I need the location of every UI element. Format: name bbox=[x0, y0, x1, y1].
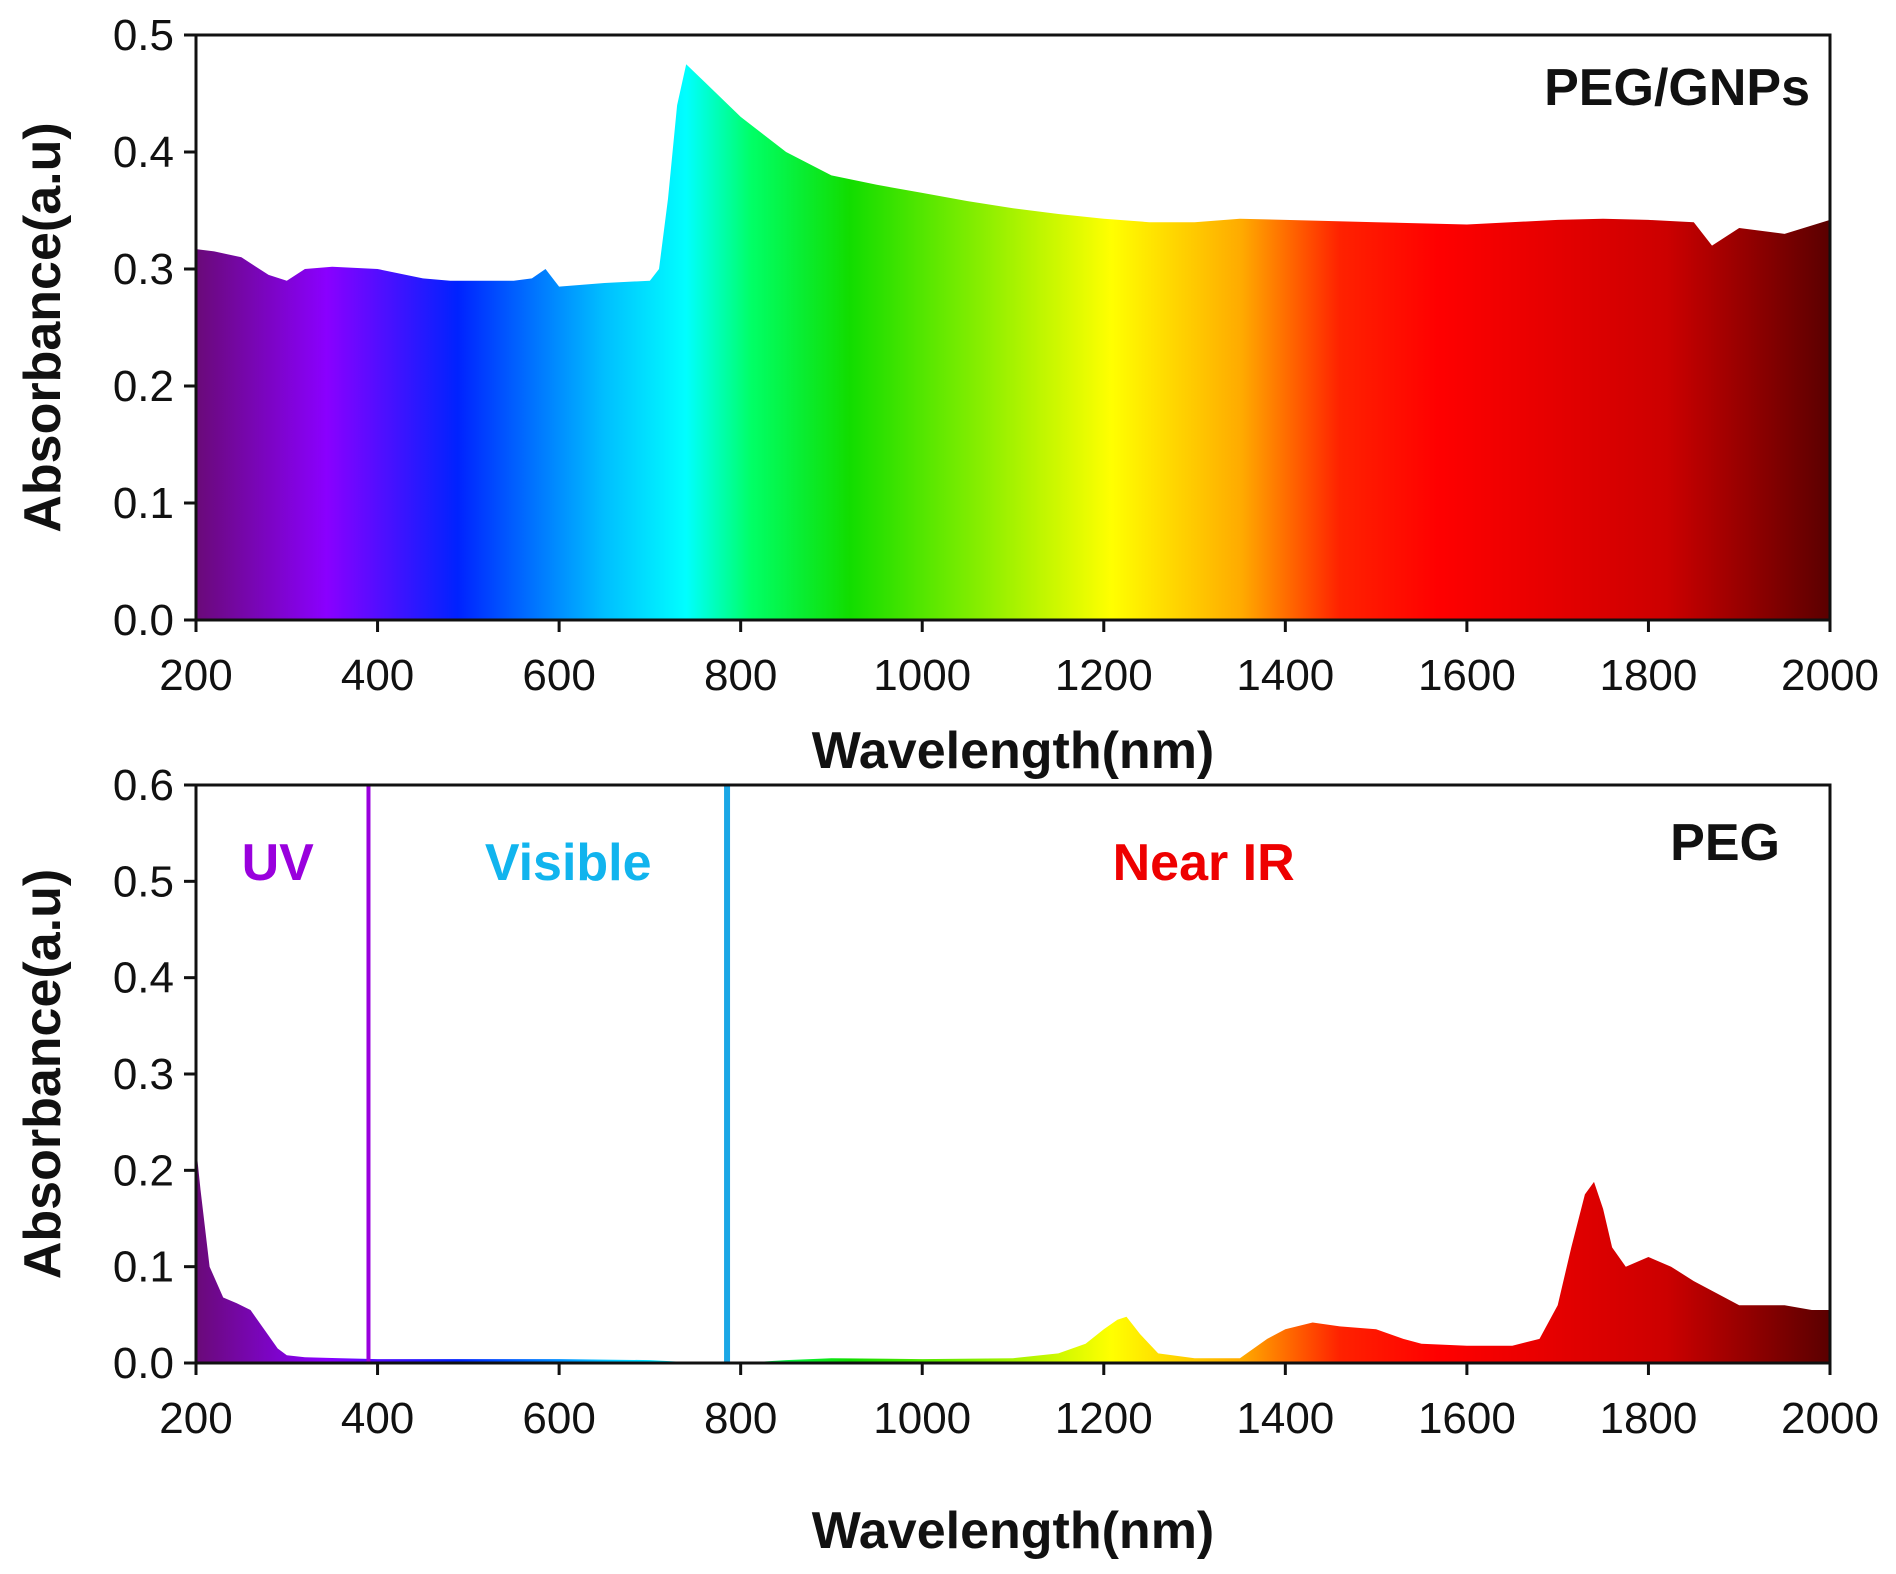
y-tick-label: 0.6 bbox=[113, 761, 174, 810]
peg-gnps-chart: 200 400 600 800 1000 1200 1400 1600 1800 2000 0.0… bbox=[14, 11, 1879, 780]
peg-gnps-panel-label: PEG/GNPs bbox=[1544, 59, 1810, 117]
y-tick-label: 0.2 bbox=[113, 1146, 174, 1195]
y-tick-label: 0.2 bbox=[113, 362, 174, 411]
x-tick-label: 400 bbox=[341, 651, 414, 700]
y-tick-label: 0.3 bbox=[113, 1050, 174, 1099]
peg-y-ticks: 0.0 0.1 0.2 0.3 0.4 0.5 0.6 bbox=[113, 761, 196, 1388]
y-tick-label: 0.4 bbox=[113, 128, 174, 177]
x-tick-label: 600 bbox=[522, 1394, 595, 1443]
x-tick-label: 1600 bbox=[1418, 651, 1516, 700]
x-tick-label: 800 bbox=[704, 651, 777, 700]
peg-x-axis-title: Wavelength(nm) bbox=[812, 1502, 1215, 1560]
near-ir-region-label: Near IR bbox=[1113, 834, 1295, 892]
peg-chart: 200 400 600 800 1000 1200 1400 1600 1800 2000 0.0… bbox=[14, 761, 1879, 1560]
peg-y-axis-title: Absorbance(a.u) bbox=[14, 869, 72, 1279]
y-tick-label: 0.0 bbox=[113, 596, 174, 645]
peg-gnps-y-axis-title: Absorbance(a.u) bbox=[14, 122, 72, 532]
peg-x-ticks: 200 400 600 800 1000 1200 1400 1600 1800 2000 bbox=[159, 1363, 1879, 1443]
y-tick-label: 0.5 bbox=[113, 11, 174, 60]
peg-gnps-absorbance-area bbox=[196, 64, 1830, 621]
x-tick-label: 1000 bbox=[873, 1394, 971, 1443]
x-tick-label: 1200 bbox=[1055, 1394, 1153, 1443]
x-tick-label: 1800 bbox=[1599, 651, 1697, 700]
y-tick-label: 0.3 bbox=[113, 245, 174, 294]
x-tick-label: 600 bbox=[522, 651, 595, 700]
x-tick-label: 1800 bbox=[1599, 1394, 1697, 1443]
y-tick-label: 0.0 bbox=[113, 1339, 174, 1388]
y-tick-label: 0.1 bbox=[113, 479, 174, 528]
peg-absorbance-area bbox=[196, 1146, 1830, 1363]
y-tick-label: 0.5 bbox=[113, 857, 174, 906]
x-tick-label: 400 bbox=[341, 1394, 414, 1443]
peg-gnps-x-axis-title: Wavelength(nm) bbox=[812, 722, 1215, 780]
x-tick-label: 800 bbox=[704, 1394, 777, 1443]
x-tick-label: 1600 bbox=[1418, 1394, 1516, 1443]
x-tick-label: 1200 bbox=[1055, 651, 1153, 700]
y-tick-label: 0.4 bbox=[113, 954, 174, 1003]
peg-gnps-y-ticks: 0.0 0.1 0.2 0.3 0.4 0.5 bbox=[113, 11, 196, 645]
visible-region-label: Visible bbox=[485, 834, 652, 892]
peg-panel-label: PEG bbox=[1670, 814, 1780, 872]
x-tick-label: 1400 bbox=[1236, 1394, 1334, 1443]
uv-region-label: UV bbox=[242, 834, 315, 892]
x-tick-label: 200 bbox=[159, 651, 232, 700]
peg-gnps-plot-frame bbox=[194, 33, 1832, 622]
peg-gnps-x-ticks: 200 400 600 800 1000 1200 1400 1600 1800 2000 bbox=[159, 620, 1879, 700]
x-tick-label: 2000 bbox=[1781, 651, 1879, 700]
x-tick-label: 1000 bbox=[873, 651, 971, 700]
y-tick-label: 0.1 bbox=[113, 1243, 174, 1292]
x-tick-label: 200 bbox=[159, 1394, 232, 1443]
x-tick-label: 1400 bbox=[1236, 651, 1334, 700]
x-tick-label: 2000 bbox=[1781, 1394, 1879, 1443]
